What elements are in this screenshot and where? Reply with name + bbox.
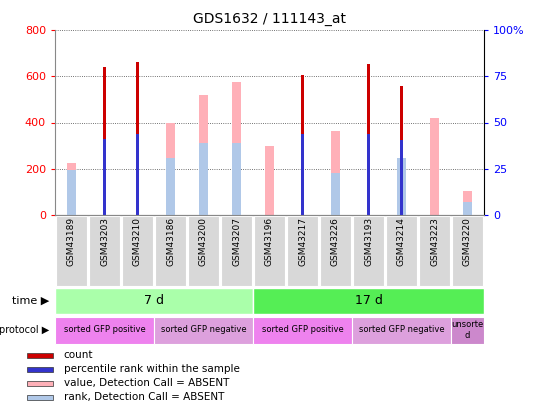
Title: GDS1632 / 111143_at: GDS1632 / 111143_at <box>193 12 346 26</box>
Text: GSM43210: GSM43210 <box>133 217 142 266</box>
Bar <box>27 353 53 358</box>
Bar <box>198 95 209 215</box>
FancyBboxPatch shape <box>452 216 483 286</box>
Bar <box>66 170 77 215</box>
Text: sorted GFP negative: sorted GFP negative <box>161 326 247 335</box>
Text: GSM43203: GSM43203 <box>100 217 109 266</box>
Bar <box>66 163 77 215</box>
FancyBboxPatch shape <box>155 216 187 286</box>
Text: count: count <box>64 350 93 360</box>
FancyBboxPatch shape <box>56 216 87 286</box>
Bar <box>399 140 404 215</box>
FancyBboxPatch shape <box>451 316 484 343</box>
Bar <box>367 134 370 215</box>
Text: GSM43214: GSM43214 <box>397 217 406 266</box>
Text: GSM43226: GSM43226 <box>331 217 340 266</box>
Bar <box>331 173 340 215</box>
Bar <box>198 143 209 215</box>
FancyBboxPatch shape <box>419 216 450 286</box>
Bar <box>102 67 107 215</box>
FancyBboxPatch shape <box>55 316 154 343</box>
Bar <box>331 130 340 215</box>
Bar <box>136 134 139 215</box>
Bar <box>27 367 53 372</box>
Text: sorted GFP negative: sorted GFP negative <box>359 326 444 335</box>
Bar <box>166 158 175 215</box>
Bar <box>136 62 139 215</box>
Text: rank, Detection Call = ABSENT: rank, Detection Call = ABSENT <box>64 392 224 402</box>
Bar <box>463 191 472 215</box>
Bar <box>102 139 107 215</box>
FancyBboxPatch shape <box>287 216 318 286</box>
Bar <box>397 158 406 215</box>
Text: GSM43186: GSM43186 <box>166 217 175 266</box>
Bar <box>301 75 304 215</box>
Bar <box>367 64 370 215</box>
Text: GSM43200: GSM43200 <box>199 217 208 266</box>
FancyBboxPatch shape <box>221 216 252 286</box>
Text: GSM43220: GSM43220 <box>463 217 472 266</box>
FancyBboxPatch shape <box>253 316 352 343</box>
Bar <box>232 143 241 215</box>
FancyBboxPatch shape <box>386 216 418 286</box>
Text: GSM43223: GSM43223 <box>430 217 439 266</box>
Text: protocol ▶: protocol ▶ <box>0 325 50 335</box>
Bar <box>399 85 404 215</box>
Bar <box>429 118 440 215</box>
Bar <box>27 394 53 400</box>
Text: sorted GFP positive: sorted GFP positive <box>262 326 344 335</box>
Text: percentile rank within the sample: percentile rank within the sample <box>64 364 240 374</box>
Text: GSM43193: GSM43193 <box>364 217 373 266</box>
FancyBboxPatch shape <box>319 216 351 286</box>
Text: unsorte
d: unsorte d <box>451 320 483 340</box>
Text: GSM43196: GSM43196 <box>265 217 274 266</box>
Text: GSM43207: GSM43207 <box>232 217 241 266</box>
Bar <box>166 122 175 215</box>
Bar <box>463 202 472 215</box>
Bar <box>301 134 304 215</box>
Text: time ▶: time ▶ <box>12 296 50 306</box>
FancyBboxPatch shape <box>352 316 451 343</box>
FancyBboxPatch shape <box>88 216 121 286</box>
FancyBboxPatch shape <box>254 216 285 286</box>
Text: sorted GFP positive: sorted GFP positive <box>64 326 145 335</box>
Text: GSM43217: GSM43217 <box>298 217 307 266</box>
Text: 7 d: 7 d <box>144 294 164 307</box>
FancyBboxPatch shape <box>122 216 153 286</box>
Bar <box>265 146 274 215</box>
FancyBboxPatch shape <box>154 316 253 343</box>
FancyBboxPatch shape <box>253 288 484 313</box>
FancyBboxPatch shape <box>55 288 253 313</box>
FancyBboxPatch shape <box>188 216 219 286</box>
Text: value, Detection Call = ABSENT: value, Detection Call = ABSENT <box>64 378 229 388</box>
Text: GSM43189: GSM43189 <box>67 217 76 266</box>
Text: 17 d: 17 d <box>354 294 383 307</box>
FancyBboxPatch shape <box>353 216 384 286</box>
Bar <box>27 381 53 386</box>
Bar <box>232 82 241 215</box>
